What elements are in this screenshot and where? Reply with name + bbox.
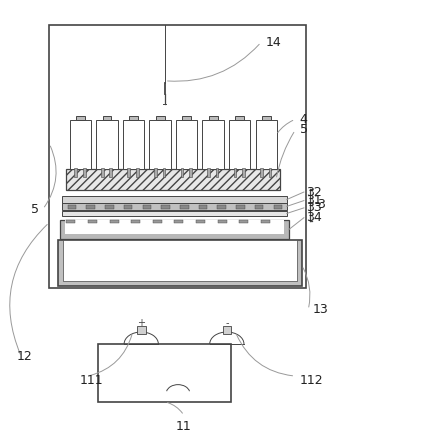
Bar [256,120,277,169]
Bar [86,205,95,209]
Bar [149,120,171,169]
Bar [110,168,112,178]
Bar [110,220,119,223]
Text: 5: 5 [30,202,39,216]
Bar [83,168,86,178]
Text: +: + [137,318,145,328]
Bar [137,326,146,334]
Text: 31: 31 [306,194,322,207]
Bar [217,205,226,209]
Bar [236,205,245,209]
Bar [216,168,218,178]
Bar [175,220,183,223]
Text: 13: 13 [312,303,328,316]
Bar [62,196,287,203]
Bar [262,116,270,120]
Bar [182,116,191,120]
Bar [261,220,270,223]
Bar [235,116,244,120]
Text: 111: 111 [79,374,103,387]
Text: 14: 14 [265,36,281,49]
Bar [70,120,91,169]
Bar [242,168,245,178]
Bar [66,169,280,190]
Bar [156,116,164,120]
Bar [68,205,76,209]
Bar [143,205,151,209]
Bar [131,220,140,223]
Bar [66,220,75,223]
Bar [136,168,139,178]
Bar [103,116,111,120]
Bar [76,116,85,120]
Text: 3: 3 [317,198,324,211]
Bar [209,116,217,120]
Bar [180,205,189,209]
Bar [88,220,97,223]
Bar [163,168,165,178]
Bar [202,120,224,169]
Text: 112: 112 [300,374,323,387]
Text: 5: 5 [300,123,308,136]
Bar [239,220,248,223]
Bar [181,168,183,178]
Bar [153,220,162,223]
Bar [49,25,306,288]
Bar [229,120,250,169]
Text: 34: 34 [306,211,322,224]
Text: 12: 12 [17,350,33,363]
Text: -: - [225,318,229,328]
Bar [161,205,170,209]
Bar [123,120,144,169]
Bar [255,205,264,209]
Bar [207,168,210,178]
Bar [65,220,284,234]
Bar [273,205,282,209]
Bar [176,120,197,169]
Text: 11: 11 [176,420,192,433]
Bar [196,220,205,223]
Bar [98,344,231,402]
Bar [60,220,289,239]
Bar [101,168,104,178]
Bar [74,168,77,178]
Bar [260,168,263,178]
Bar [269,168,271,178]
Bar [96,120,118,169]
Bar [199,205,207,209]
Bar [63,240,297,281]
Bar [189,168,192,178]
Bar [223,326,231,334]
Text: 4: 4 [300,113,307,126]
Bar [129,116,138,120]
Text: 32: 32 [306,186,322,198]
Bar [62,203,287,210]
Text: 33: 33 [306,202,322,214]
Bar [128,168,130,178]
Bar [58,240,302,286]
Bar [124,205,132,209]
Bar [234,168,236,178]
Bar [218,220,227,223]
Bar [62,211,287,216]
Bar [105,205,114,209]
Bar [154,168,157,178]
